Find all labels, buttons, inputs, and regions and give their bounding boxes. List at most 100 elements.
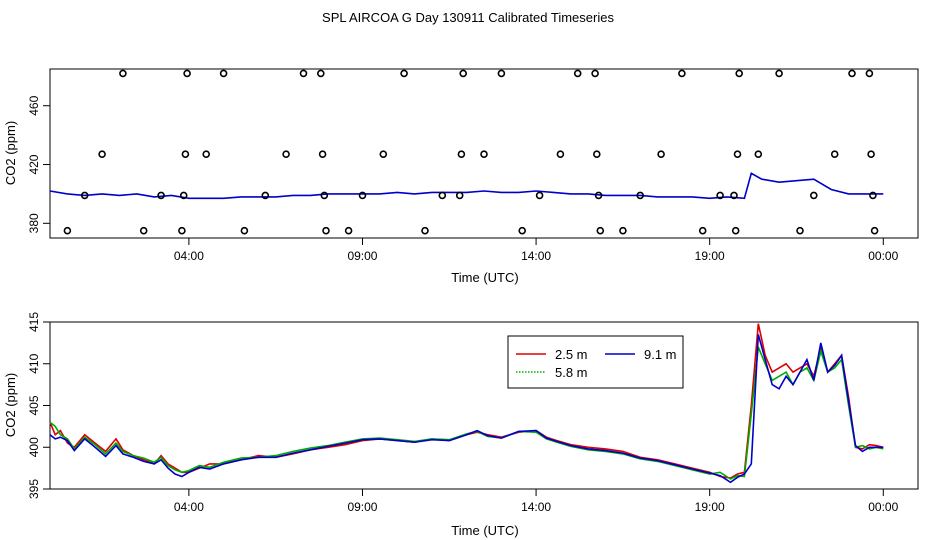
top-y-axis: 380 420 460	[27, 95, 50, 233]
scatter-point	[848, 69, 856, 78]
top-x-tick-label: 19:00	[695, 249, 725, 263]
scatter-point	[358, 191, 367, 200]
top-y-tick-label: 420	[27, 154, 41, 174]
bottom-y-tick-label: 410	[27, 353, 41, 373]
top-y-tick-label: 380	[27, 213, 41, 233]
scatter-point	[457, 150, 466, 158]
top-panel: 04:00 09:00 14:00 19:00 00:00 380 420 460 Time…	[3, 68, 919, 285]
scatter-point	[320, 191, 329, 200]
scatter-point	[636, 191, 645, 200]
top-x-tick-label: 04:00	[174, 249, 204, 263]
scatter-point	[535, 191, 544, 200]
scatter-point	[830, 150, 839, 158]
bottom-x-tick-label: 19:00	[695, 500, 725, 514]
scatter-point	[318, 150, 327, 158]
scatter-point	[619, 226, 627, 235]
bottom-y-tick-label: 405	[27, 395, 41, 415]
legend-box	[507, 335, 684, 389]
scatter-point	[261, 191, 270, 200]
scatter-point	[867, 150, 875, 158]
bottom-y-tick-label: 415	[27, 312, 41, 332]
scatter-point	[119, 69, 127, 78]
scatter-point	[556, 150, 565, 158]
scatter-point	[455, 191, 464, 200]
scatter-point	[400, 69, 408, 78]
bottom-x-tick-label: 00:00	[868, 500, 898, 514]
scatter-point	[63, 226, 72, 235]
top-plot-frame	[49, 68, 919, 239]
scatter-point	[379, 150, 388, 158]
top-x-axis-label: Time (UTC)	[451, 270, 518, 285]
scatter-point	[240, 226, 249, 235]
scatter-point	[678, 69, 686, 78]
scatter-point	[98, 150, 106, 158]
scatter-point	[870, 226, 879, 235]
legend-label-5-8m: 5.8 m	[555, 365, 588, 380]
scatter-point	[219, 69, 228, 78]
legend: 2.5 m 5.8 m 9.1 m	[507, 335, 684, 389]
top-x-tick-label: 09:00	[347, 249, 377, 263]
bottom-x-tick-label: 09:00	[347, 500, 377, 514]
scatter-point	[80, 191, 89, 200]
scatter-point	[591, 69, 599, 78]
scatter-point	[459, 69, 468, 78]
bottom-x-tick-label: 14:00	[521, 500, 551, 514]
scatter-point	[657, 150, 665, 158]
bottom-y-axis-label: CO2 (ppm)	[3, 373, 18, 437]
top-y-tick-label: 460	[27, 95, 41, 115]
scatter-point	[573, 69, 582, 78]
scatter-point	[716, 191, 724, 200]
scatter-point	[518, 226, 527, 235]
bottom-y-tick-label: 395	[27, 479, 41, 499]
scatter-point	[316, 69, 325, 78]
top-x-tick-label: 14:00	[521, 249, 551, 263]
scatter-point	[344, 226, 353, 235]
scatter-point	[592, 150, 601, 158]
scatter-point	[181, 150, 190, 158]
series-line-9-1-m	[49, 334, 884, 484]
scatter-point	[157, 191, 165, 200]
scatter-point	[865, 69, 874, 78]
scatter-point	[183, 69, 191, 78]
top-x-tick-label: 00:00	[868, 249, 898, 263]
bottom-series-lines	[49, 323, 884, 484]
scatter-point	[480, 150, 488, 158]
bottom-y-axis: 395 400 405 410 415	[27, 312, 50, 499]
scatter-point	[730, 191, 738, 200]
bottom-x-axis: 04:00 09:00 14:00 19:00 00:00	[174, 489, 899, 514]
scatter-point	[438, 191, 447, 200]
scatter-point	[497, 69, 506, 78]
scatter-point	[775, 69, 783, 78]
bottom-y-tick-label: 400	[27, 437, 41, 457]
scatter-point	[698, 226, 707, 235]
scatter-point	[731, 226, 740, 235]
scatter-point	[202, 150, 210, 158]
legend-label-9-1m: 9.1 m	[644, 347, 677, 362]
bottom-x-axis-label: Time (UTC)	[451, 523, 518, 538]
scatter-point	[594, 191, 603, 200]
scatter-point	[178, 226, 186, 235]
scatter-point	[299, 69, 308, 78]
scatter-point	[735, 69, 744, 78]
top-y-axis-label: CO2 (ppm)	[3, 121, 18, 185]
scatter-point	[322, 226, 330, 235]
top-series-lines	[49, 172, 884, 200]
top-scatter-points	[63, 69, 879, 235]
top-x-axis: 04:00 09:00 14:00 19:00 00:00	[174, 238, 899, 263]
scatter-point	[733, 150, 742, 158]
scatter-point	[869, 191, 877, 200]
scatter-point	[282, 150, 290, 158]
scatter-point	[754, 150, 763, 158]
legend-label-2-5m: 2.5 m	[555, 347, 588, 362]
scatter-point	[809, 191, 818, 200]
figure-title: SPL AIRCOA G Day 130911 Calibrated Times…	[322, 10, 614, 25]
scatter-point	[139, 226, 148, 235]
bottom-panel: 04:00 09:00 14:00 19:00 00:00 395 400 405 410 41…	[3, 312, 919, 538]
scatter-point	[796, 226, 804, 235]
bottom-x-tick-label: 04:00	[174, 500, 204, 514]
scatter-point	[596, 226, 605, 235]
scatter-point	[179, 191, 188, 200]
top-series-line	[49, 172, 884, 200]
